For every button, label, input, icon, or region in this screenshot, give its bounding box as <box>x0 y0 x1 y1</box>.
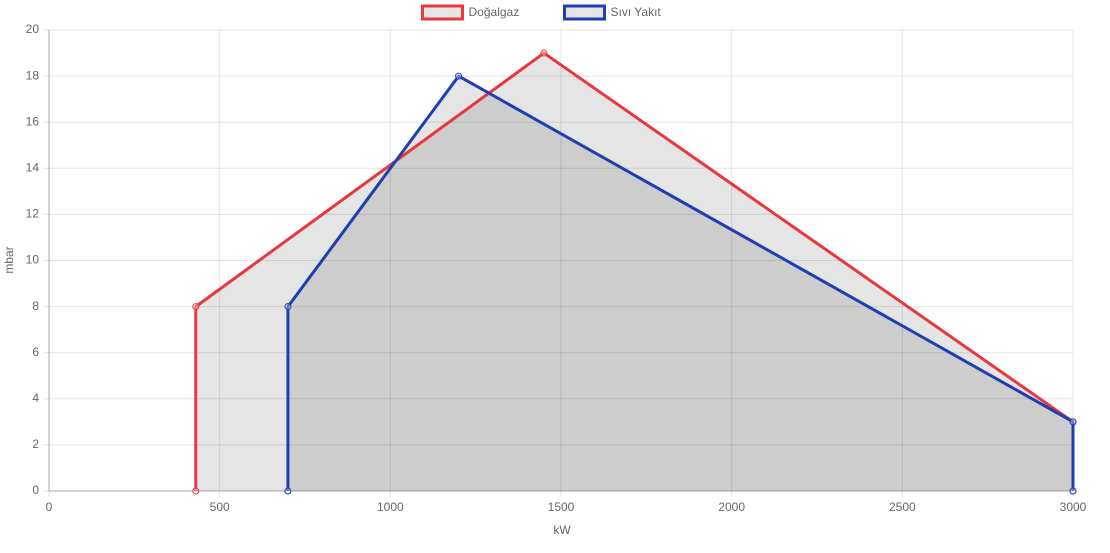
x-axis-label: kW <box>553 523 571 537</box>
y-tick-label: 20 <box>26 22 40 36</box>
point <box>1069 418 1077 426</box>
point <box>540 49 548 57</box>
x-tick-label: 3000 <box>1060 500 1087 514</box>
y-tick-label: 18 <box>26 68 40 82</box>
point <box>455 72 463 80</box>
line <box>286 74 1075 491</box>
y-tick-label: 0 <box>32 483 39 497</box>
y-tick-label: 10 <box>26 253 40 267</box>
y-tick-label: 8 <box>32 299 39 313</box>
legend-swatch <box>563 4 606 21</box>
x-tick-label: 0 <box>46 500 53 514</box>
x-tick-label: 500 <box>210 500 230 514</box>
y-tick-label: 12 <box>26 207 40 221</box>
area <box>287 76 1073 491</box>
x-tick-label: 2000 <box>718 500 745 514</box>
x-tick-label: 2500 <box>889 500 916 514</box>
point <box>1069 487 1077 495</box>
point <box>284 487 292 495</box>
area <box>195 53 1074 492</box>
point <box>284 303 292 311</box>
x-tick-label: 1500 <box>548 500 575 514</box>
x-tick-label: 1000 <box>377 500 404 514</box>
y-tick-label: 16 <box>26 114 40 128</box>
legend-swatch <box>421 4 464 21</box>
y-tick-label: 2 <box>32 437 39 451</box>
y-tick-label: 14 <box>26 160 40 174</box>
y-tick-label: 4 <box>32 391 39 405</box>
y-tick-label: 6 <box>32 345 39 359</box>
y-axis-label: mbar <box>2 246 16 273</box>
legend-label: Doğalgaz <box>469 5 520 19</box>
point <box>192 487 200 495</box>
legend-label: Sıvı Yakıt <box>611 5 662 19</box>
point <box>192 303 200 311</box>
